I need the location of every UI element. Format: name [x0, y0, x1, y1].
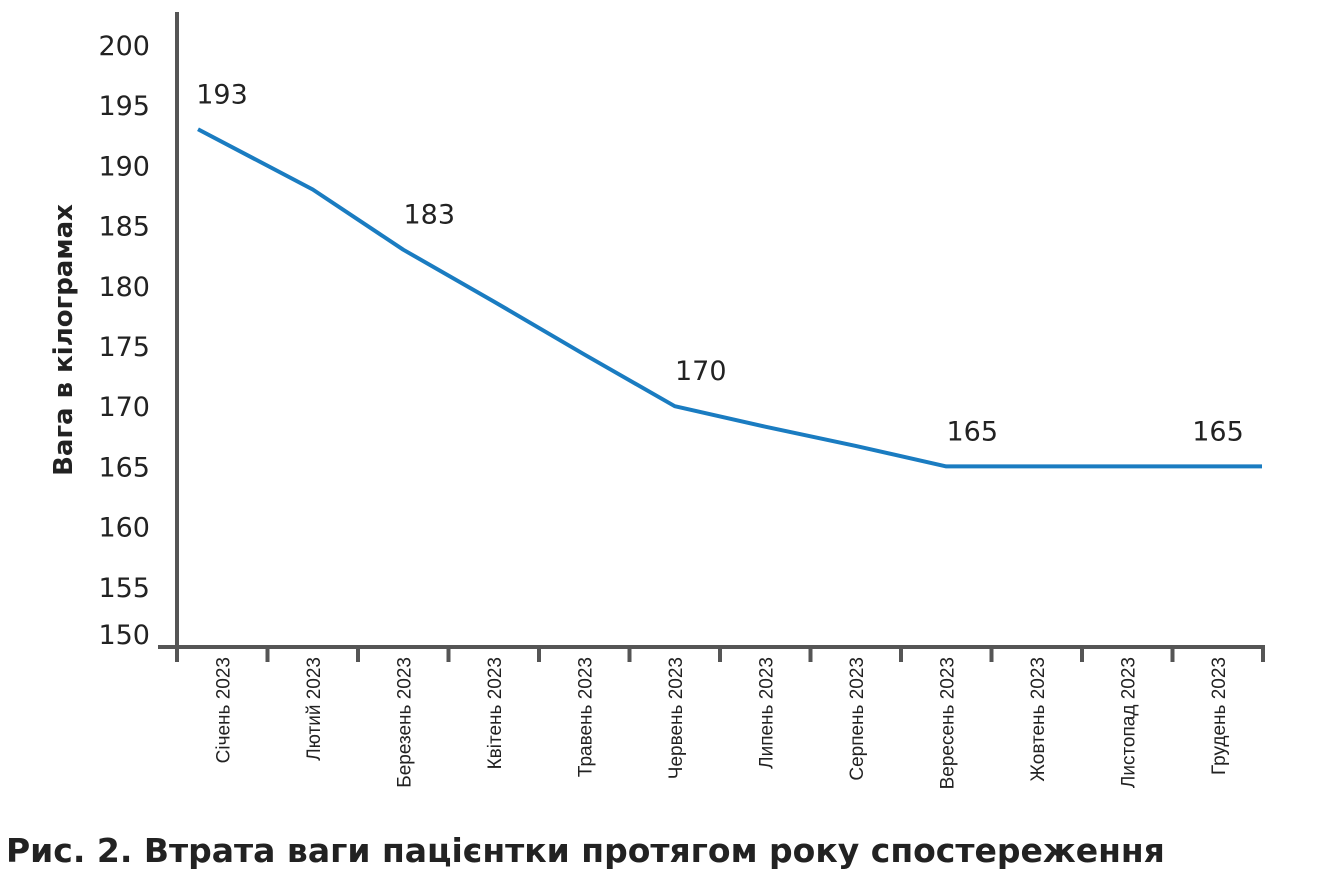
- y-tick-label: 150: [98, 620, 150, 651]
- x-tick-label: Квітень 2023: [485, 657, 506, 769]
- x-tick-label: Серпень 2023: [847, 657, 868, 781]
- y-axis-label: Вага в кілограмах: [49, 204, 79, 476]
- series-line: [197, 127, 1262, 469]
- data-label: 165: [1192, 416, 1244, 447]
- data-label: 165: [946, 416, 998, 447]
- data-label: 170: [675, 356, 727, 387]
- data-label: 193: [196, 79, 248, 110]
- y-tick-label: 165: [98, 452, 150, 483]
- figure-caption: Рис. 2. Втрата ваги пацієнтки протягом р…: [6, 831, 1165, 870]
- x-tick-label: Червень 2023: [666, 657, 687, 779]
- y-tick-label: 195: [98, 91, 150, 122]
- y-tick-label: 185: [98, 212, 150, 243]
- y-tick-label: 170: [98, 392, 150, 423]
- x-tick-label: Травень 2023: [575, 657, 596, 777]
- data-label: 183: [403, 200, 455, 231]
- y-tick-label: 180: [98, 272, 150, 303]
- x-tick-label: Січень 2023: [213, 657, 234, 763]
- y-tick-label: 190: [98, 151, 150, 182]
- x-tick-label: Вересень 2023: [937, 657, 958, 789]
- x-tick-label: Грудень 2023: [1209, 657, 1230, 775]
- y-tick-label: 155: [98, 573, 150, 604]
- x-tick-label: Липень 2023: [756, 657, 777, 769]
- x-tick-label: Жовтень 2023: [1028, 657, 1049, 782]
- x-tick-label: Лютий 2023: [304, 657, 325, 761]
- x-tick-label: Листопад 2023: [1118, 657, 1139, 788]
- y-tick-label: 175: [98, 332, 150, 363]
- x-tick-label: Березень 2023: [394, 657, 415, 788]
- y-tick-label: 160: [98, 513, 150, 544]
- y-tick-label: 200: [98, 31, 150, 62]
